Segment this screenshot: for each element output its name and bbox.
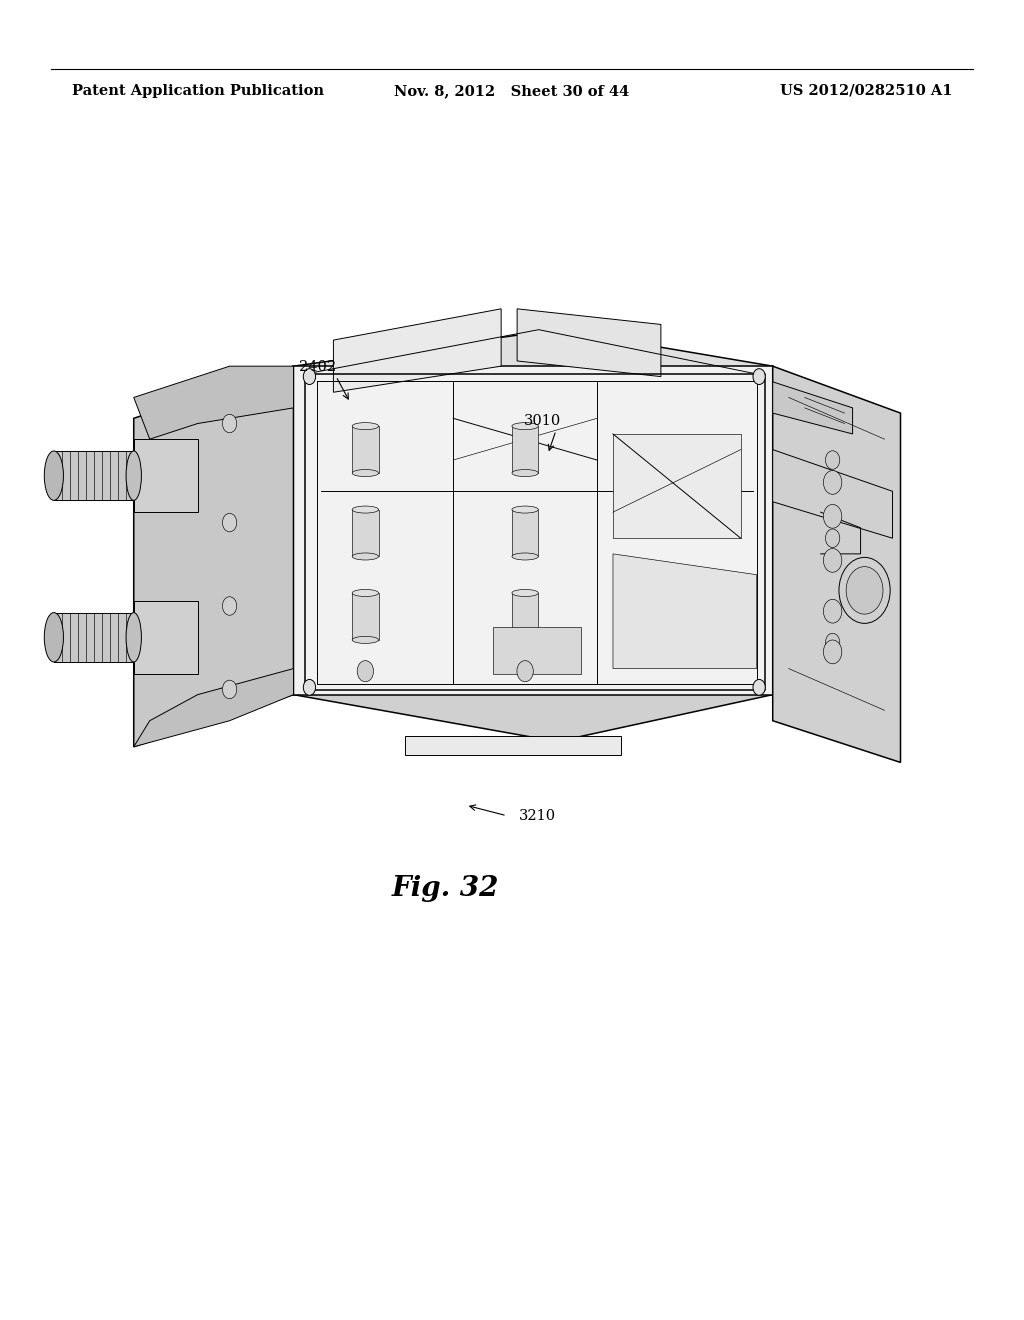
Circle shape	[753, 680, 765, 696]
Ellipse shape	[126, 451, 141, 500]
Circle shape	[823, 599, 842, 623]
Ellipse shape	[512, 422, 539, 429]
Polygon shape	[134, 668, 294, 747]
Bar	[352, 426, 379, 473]
Circle shape	[222, 680, 237, 698]
Polygon shape	[294, 366, 773, 694]
Circle shape	[303, 680, 315, 696]
Circle shape	[222, 513, 237, 532]
Ellipse shape	[512, 590, 539, 597]
Text: Fig. 32: Fig. 32	[392, 875, 499, 902]
Ellipse shape	[512, 506, 539, 513]
Polygon shape	[517, 309, 660, 376]
Ellipse shape	[512, 636, 539, 643]
Circle shape	[753, 368, 765, 384]
Polygon shape	[773, 381, 853, 434]
Bar	[352, 593, 379, 640]
Circle shape	[825, 529, 840, 548]
Polygon shape	[294, 330, 773, 397]
Bar	[352, 510, 379, 557]
Ellipse shape	[44, 612, 63, 663]
Ellipse shape	[44, 451, 63, 500]
Text: US 2012/0282510 A1: US 2012/0282510 A1	[780, 84, 952, 98]
Circle shape	[823, 549, 842, 573]
Circle shape	[222, 597, 237, 615]
Circle shape	[825, 634, 840, 652]
Text: 3210: 3210	[519, 809, 556, 822]
Ellipse shape	[352, 422, 379, 429]
Bar	[54, 612, 134, 663]
Polygon shape	[613, 554, 757, 668]
Text: Nov. 8, 2012   Sheet 30 of 44: Nov. 8, 2012 Sheet 30 of 44	[394, 84, 630, 98]
Ellipse shape	[512, 470, 539, 477]
Polygon shape	[494, 627, 581, 673]
Polygon shape	[406, 737, 621, 755]
Ellipse shape	[352, 590, 379, 597]
Polygon shape	[773, 366, 900, 763]
Bar	[512, 510, 539, 557]
Polygon shape	[613, 434, 740, 539]
Circle shape	[825, 451, 840, 470]
Ellipse shape	[126, 612, 141, 663]
Polygon shape	[294, 648, 773, 742]
Circle shape	[823, 640, 842, 664]
Polygon shape	[773, 450, 893, 539]
Bar	[512, 426, 539, 473]
Ellipse shape	[352, 636, 379, 643]
Circle shape	[222, 414, 237, 433]
Text: 3010: 3010	[524, 414, 561, 428]
Circle shape	[303, 368, 315, 384]
Circle shape	[357, 660, 374, 681]
Text: Patent Application Publication: Patent Application Publication	[72, 84, 324, 98]
Ellipse shape	[352, 470, 379, 477]
Ellipse shape	[352, 553, 379, 560]
Polygon shape	[334, 309, 501, 392]
Circle shape	[839, 557, 890, 623]
Polygon shape	[134, 366, 294, 440]
Bar	[54, 451, 134, 500]
Text: 2402: 2402	[299, 360, 336, 374]
Bar	[512, 593, 539, 640]
Polygon shape	[134, 601, 198, 673]
Polygon shape	[134, 440, 198, 512]
Ellipse shape	[352, 506, 379, 513]
Ellipse shape	[512, 553, 539, 560]
Circle shape	[517, 660, 534, 681]
Circle shape	[846, 566, 883, 614]
Circle shape	[823, 504, 842, 528]
Polygon shape	[134, 366, 294, 747]
Circle shape	[823, 470, 842, 494]
Polygon shape	[773, 397, 893, 731]
